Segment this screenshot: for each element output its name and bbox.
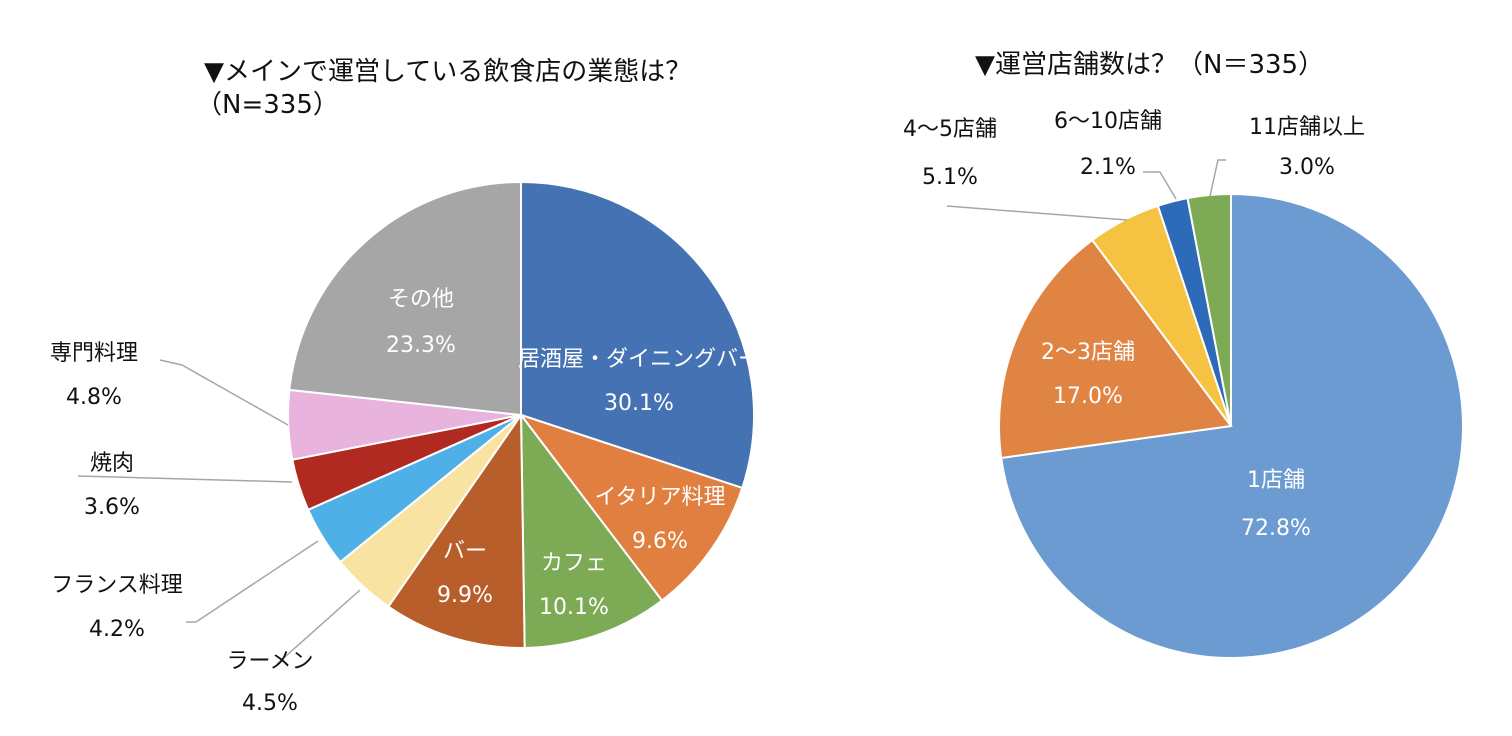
- chart1-label-7: 専門料理: [50, 341, 138, 366]
- chart2-slice-4: [1186, 192, 1232, 427]
- chart1-slice-8: [288, 180, 522, 417]
- chart2-leader-2: [946, 205, 1128, 221]
- chart2-slice-1: [998, 238, 1233, 460]
- chart1-value-label-6: 3.6%: [84, 495, 140, 520]
- chart1-leader-4: [276, 589, 361, 665]
- chart1-value-label-4: 4.5%: [242, 691, 298, 716]
- chart2-label-0: 1店舗: [1247, 468, 1305, 493]
- chart1-label-2: カフェ: [541, 551, 607, 576]
- chart1-value-label-5: 4.2%: [89, 617, 145, 642]
- chart1-value-label-0: 30.1%: [604, 391, 674, 416]
- chart2-value-label-4: 3.0%: [1279, 155, 1335, 180]
- chart1-value-label-7: 4.8%: [66, 385, 122, 410]
- chart1-labels: 居酒屋・ダイニングバー 30.1% イタリア料理 9.6% カフェ 10.1% バー 9.9%…: [50, 287, 760, 716]
- chart1-slice-3: [386, 411, 526, 649]
- chart1-value-label-2: 10.1%: [539, 595, 609, 620]
- chart1-label-8: その他: [388, 287, 454, 312]
- chart1-leader-6: [77, 475, 293, 483]
- chart2-label-1: 2〜3店舗: [1041, 340, 1135, 365]
- chart2-value-label-2: 5.1%: [922, 165, 978, 190]
- chart2-label-4: 11店舗以上: [1249, 115, 1365, 140]
- chart1-title: ▼メインで運営している飲食店の業態は？: [204, 57, 691, 87]
- chart1-label-6: 焼肉: [90, 451, 134, 476]
- chart2-label-3: 6〜10店舗: [1054, 109, 1162, 134]
- chart1-value-label-1: 9.6%: [632, 529, 688, 554]
- chart2-value-label-3: 2.1%: [1080, 155, 1136, 180]
- chart1-slice-0: [520, 180, 755, 490]
- chart1-leader-7: [159, 359, 289, 426]
- chart1-label-1: イタリア料理: [594, 485, 725, 510]
- chart2-label-2: 4〜5店舗: [903, 117, 997, 142]
- chart1-label-4: ラーメン: [226, 649, 313, 674]
- chart2-value-label-0: 72.8%: [1241, 516, 1311, 541]
- chart2-title: ▼運営店舗数は？（N＝335）: [975, 50, 1324, 80]
- chart1-label-5: フランス料理: [51, 573, 183, 598]
- chart2-value-label-1: 17.0%: [1053, 384, 1123, 409]
- chart1-value-label-8: 23.3%: [386, 333, 456, 358]
- chart2-labels: 1店舗 72.8% 2〜3店舗 17.0% 4〜5店舗 5.1% 6〜10店舗 2.1% 11店…: [903, 109, 1365, 541]
- chart2-leader-4: [1209, 159, 1226, 197]
- chart1-leader-5: [186, 540, 319, 623]
- chart2-leader-3: [1143, 171, 1177, 200]
- chart1-label-3: バー: [443, 539, 487, 564]
- chart1-pie: [287, 180, 755, 649]
- chart1-value-label-3: 9.9%: [437, 583, 493, 608]
- chart1-subtitle: （N=335）: [196, 90, 339, 120]
- chart1-slice-1: [518, 413, 744, 602]
- chart2-pie: [998, 192, 1464, 659]
- chart1-slice-2: [519, 411, 664, 649]
- chart1-label-0: 居酒屋・ダイニングバー: [518, 347, 760, 372]
